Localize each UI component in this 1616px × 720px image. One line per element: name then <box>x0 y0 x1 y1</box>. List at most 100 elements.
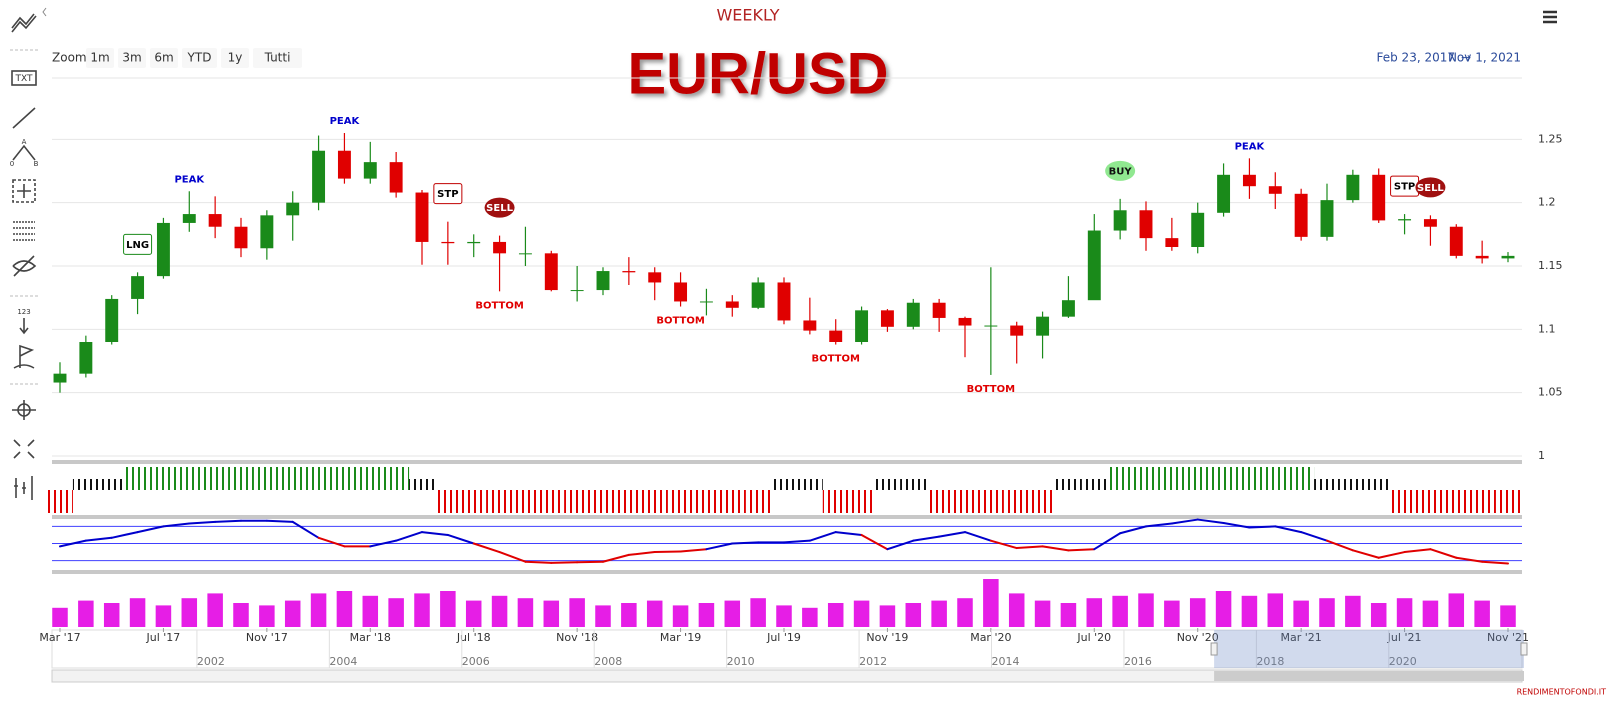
tool-measure-label: 123 <box>17 308 30 316</box>
volume-bar <box>1215 591 1232 627</box>
collapse-arrow[interactable] <box>42 7 47 17</box>
signal-flag <box>123 233 153 255</box>
zoom-button[interactable] <box>253 48 302 68</box>
oscillator-segment <box>627 551 656 556</box>
candle-body <box>1139 210 1153 239</box>
candle-body <box>699 301 713 303</box>
tool-fullscreen[interactable] <box>13 439 35 459</box>
tool-flag[interactable] <box>13 344 35 369</box>
volume-bar <box>103 603 120 627</box>
volume-bar <box>517 598 534 627</box>
oscillator-segment <box>783 539 811 544</box>
signal-bar <box>667 490 694 513</box>
oscillator-segment <box>1300 531 1328 542</box>
signal-bar <box>1133 467 1159 490</box>
oscillator-segment <box>317 536 346 548</box>
candle-body <box>984 325 998 327</box>
navigator-label: 2004 <box>329 655 357 668</box>
navigator-label: 2010 <box>727 655 755 668</box>
tool-text-label: TXT <box>14 74 33 84</box>
tool-fib[interactable] <box>13 221 35 241</box>
candle-body <box>958 317 972 326</box>
volume-bar <box>52 607 68 627</box>
zoom-button-label: 3m <box>122 51 141 65</box>
x-tick-label: Jul '20 <box>1076 631 1111 644</box>
zoom-button[interactable] <box>182 48 217 68</box>
candle-body <box>1346 174 1360 201</box>
menu-button[interactable] <box>1543 10 1557 24</box>
volume-bar <box>621 603 637 627</box>
signal-bar <box>512 490 539 513</box>
navigator-handle[interactable] <box>1210 642 1218 656</box>
zoom-button-label: YTD <box>187 51 212 65</box>
oscillator-segment <box>162 522 191 528</box>
signal-bar <box>228 467 254 490</box>
oscillator-segment <box>1145 522 1173 528</box>
oscillator-segment <box>938 531 966 538</box>
candle-body <box>1165 238 1179 247</box>
bottom-label: BOTTOM <box>475 300 523 311</box>
tool-text[interactable] <box>11 70 37 86</box>
signal-bar <box>486 490 513 513</box>
candle-body <box>467 241 481 244</box>
candle-body <box>1113 210 1127 231</box>
volume-bar <box>336 591 353 627</box>
zoom-button[interactable] <box>150 48 178 68</box>
x-tick-label: Mar '19 <box>660 631 701 644</box>
signal-bar <box>874 479 901 490</box>
x-tick-label: Nov '20 <box>1177 631 1219 644</box>
navigator <box>51 629 1523 669</box>
navigator-label: 2012 <box>859 655 887 668</box>
volume-bar <box>1345 595 1361 627</box>
signal-flag <box>1415 177 1446 198</box>
tool-crosshair[interactable] <box>12 179 36 203</box>
oscillator-segment <box>1455 556 1484 563</box>
tool-measure[interactable] <box>19 318 29 335</box>
signal-bar <box>1288 467 1315 490</box>
volume-bar <box>931 600 947 627</box>
navigator-selection[interactable] <box>1214 630 1524 668</box>
candle-body <box>1061 300 1075 317</box>
volume-bar <box>983 579 999 627</box>
tool-path[interactable] <box>12 144 36 161</box>
tool-series[interactable] <box>14 476 33 500</box>
volume-bar <box>388 598 404 627</box>
signal-bar <box>357 467 384 490</box>
volume-bar <box>569 598 585 627</box>
bottom-label: BOTTOM <box>811 354 859 365</box>
zoom-buttons: 1m 3m 6m YTD 1y Tutti <box>86 48 302 68</box>
volume-bar <box>724 600 741 627</box>
signal-bar <box>1469 490 1496 513</box>
oscillator-segment <box>653 550 682 554</box>
volume-bar <box>750 598 766 627</box>
oscillator-segment <box>1274 525 1303 534</box>
signal-bar <box>98 479 125 490</box>
candle-body <box>1217 174 1231 213</box>
zoom-label: Zoom <box>52 51 87 65</box>
oscillator-segment <box>1170 518 1199 525</box>
volume-bar <box>155 605 172 627</box>
tool-indicators[interactable] <box>11 13 37 33</box>
scrollbar-thumb[interactable] <box>1214 671 1524 681</box>
oscillator-segment <box>705 542 734 551</box>
oscillator-segment <box>136 525 165 534</box>
footer-credit: RENDIMENTOFONDI.IT <box>1517 688 1607 697</box>
signal-flag-label: STP <box>437 189 458 200</box>
navigator-handle[interactable] <box>1520 642 1528 656</box>
signal-bar <box>176 467 203 490</box>
signal-bar <box>1314 479 1340 490</box>
oscillator-segment <box>188 520 217 525</box>
volume-bar <box>1189 598 1206 627</box>
volume-bar <box>543 600 560 627</box>
zoom-button[interactable] <box>118 48 146 68</box>
navigator-label: 2002 <box>197 655 225 668</box>
signal-bar <box>253 467 280 490</box>
tool-line[interactable] <box>12 107 36 129</box>
tool-hide[interactable] <box>12 255 37 277</box>
zoom-button[interactable] <box>221 48 249 68</box>
navigator-label: 2006 <box>462 655 490 668</box>
signal-bar <box>641 490 668 513</box>
signal-flag <box>484 197 515 218</box>
zoom-button[interactable] <box>86 48 114 68</box>
signal-bar <box>1055 479 1082 490</box>
